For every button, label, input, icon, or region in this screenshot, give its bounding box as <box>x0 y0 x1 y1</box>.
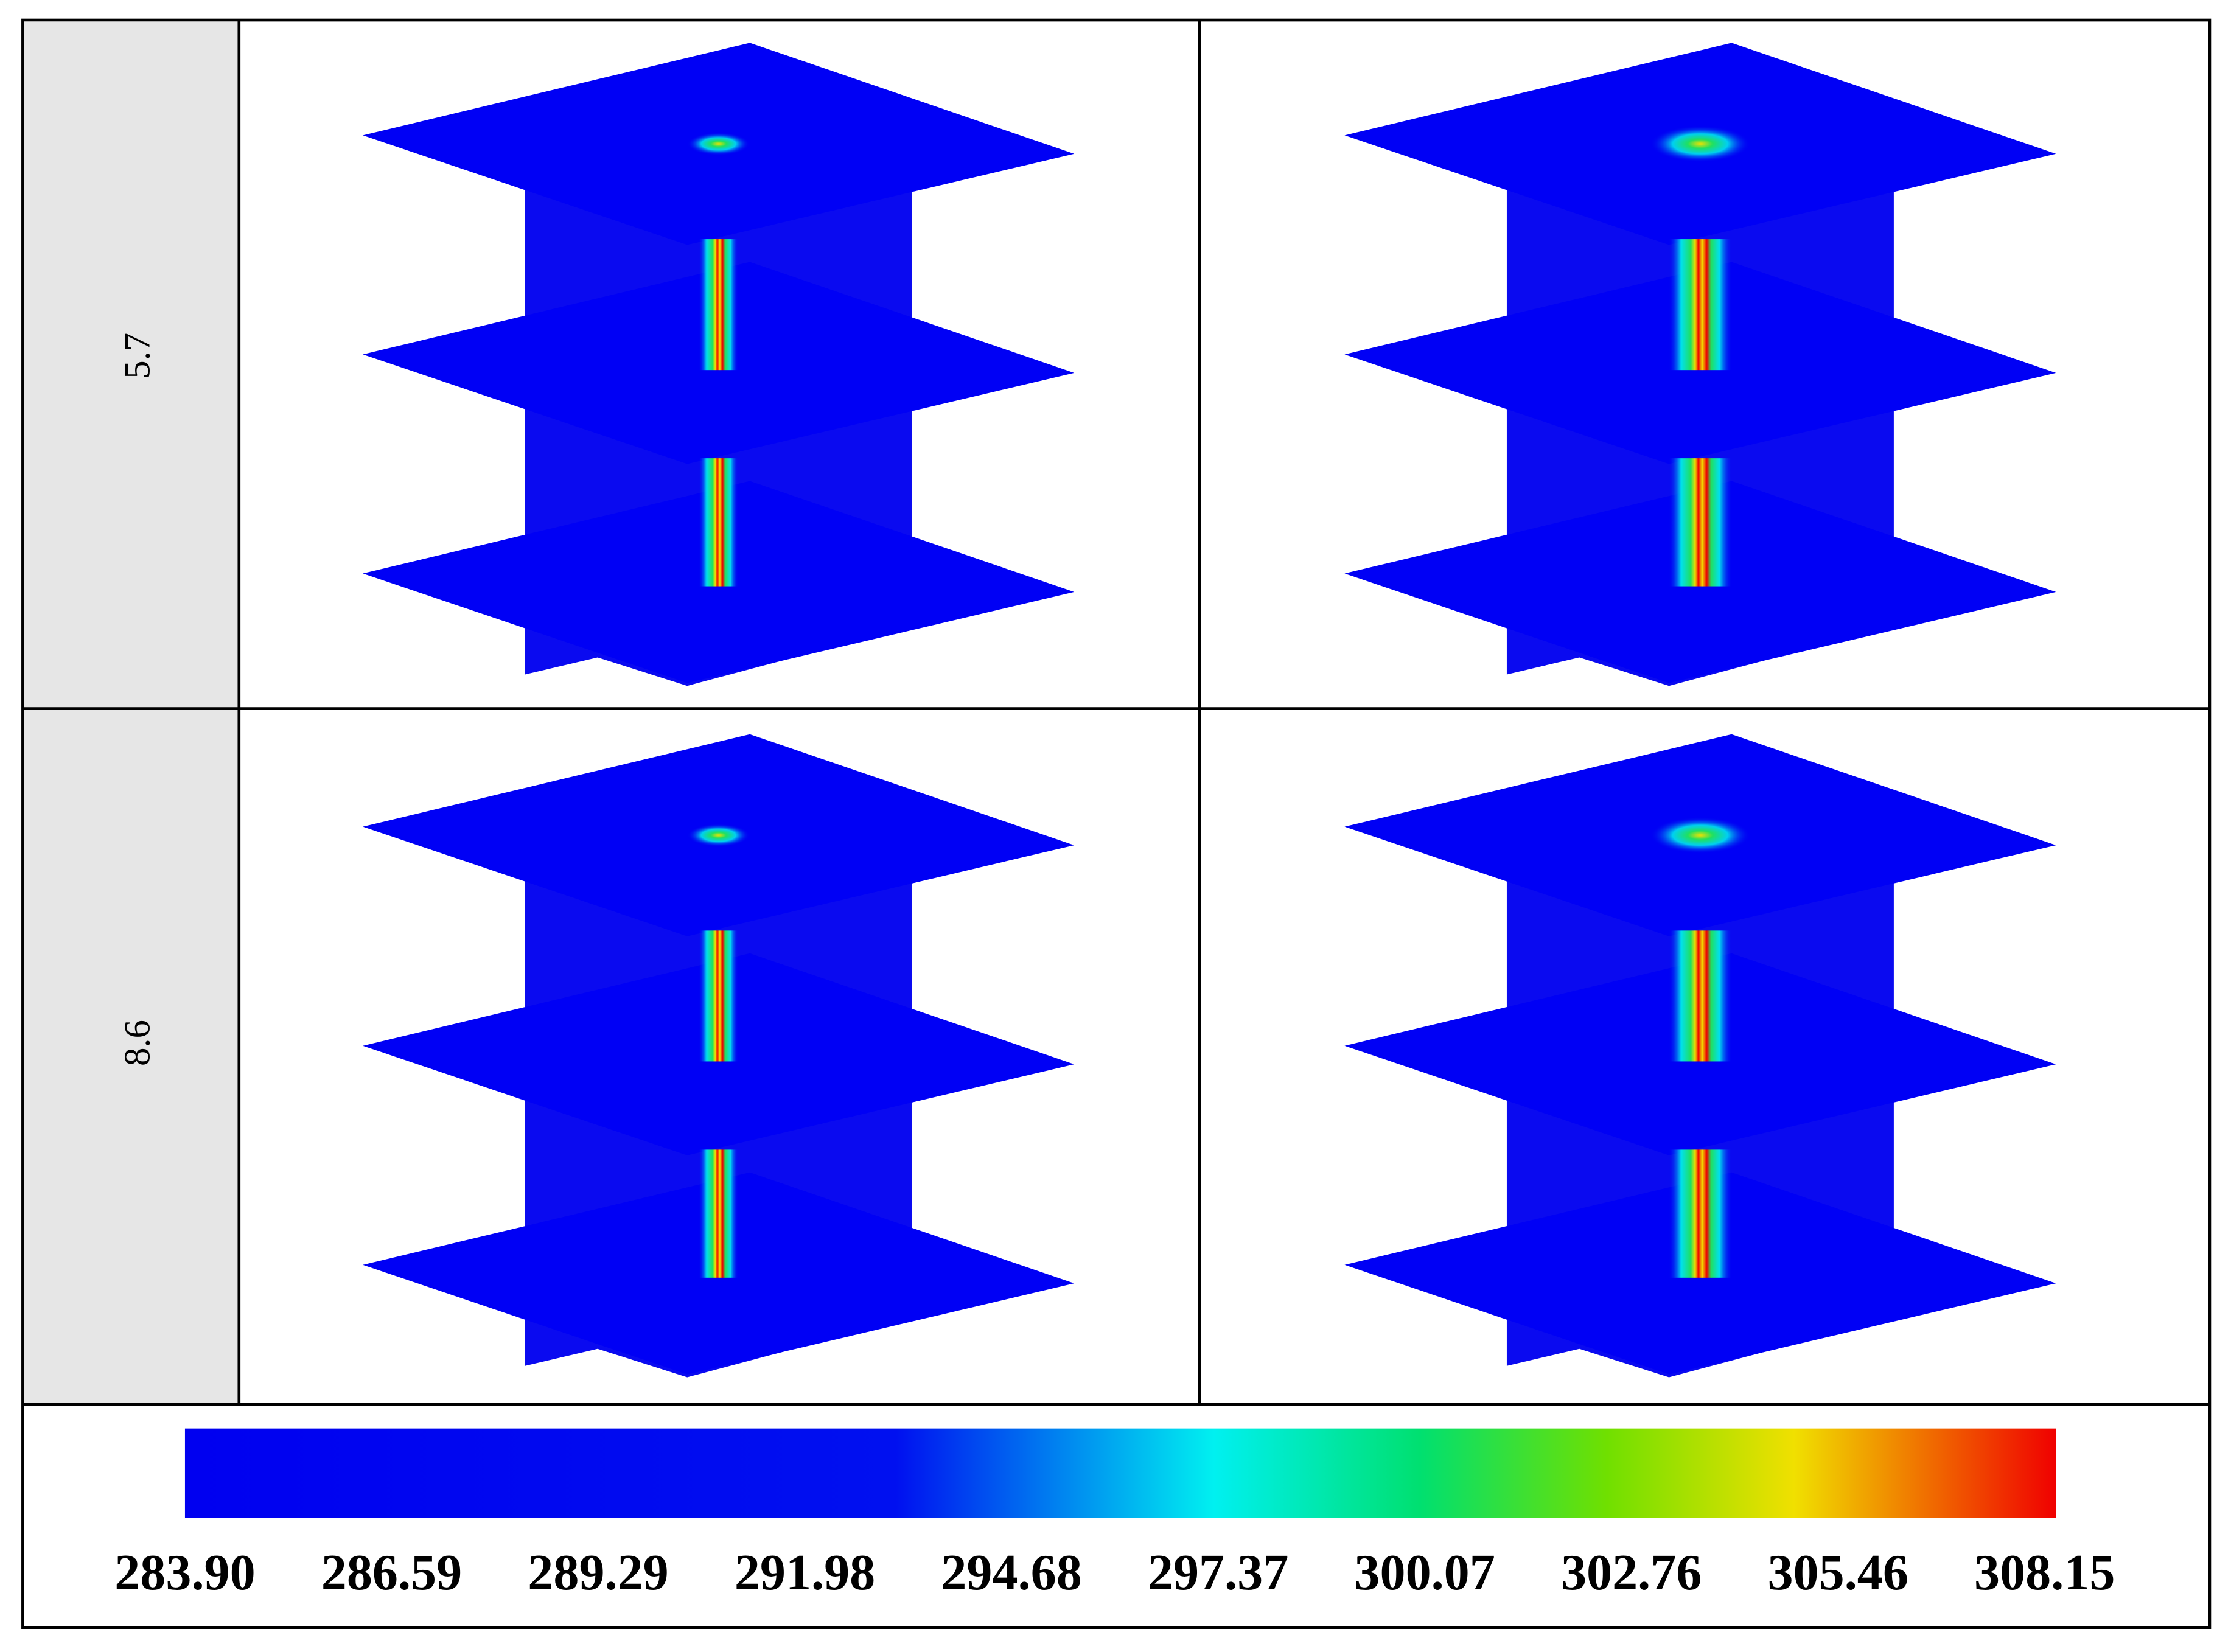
hot-strip <box>698 930 739 1062</box>
tick-label: 300.07 <box>1354 1544 1495 1601</box>
rendering <box>1344 43 2056 686</box>
tick-label: 286.59 <box>321 1544 462 1601</box>
tick-label: 289.29 <box>528 1544 668 1601</box>
rendering <box>363 734 1075 1378</box>
hot-spot <box>687 823 750 847</box>
tick-label: 297.37 <box>1148 1544 1288 1601</box>
tick-label: 302.76 <box>1561 1544 1702 1601</box>
tick-label: 291.98 <box>735 1544 875 1601</box>
hot-strip <box>1668 1149 1733 1278</box>
panels <box>363 43 2056 1378</box>
row-label: 5.7 <box>117 333 158 379</box>
hot-spot <box>1650 125 1751 162</box>
tick-label: 294.68 <box>941 1544 1081 1601</box>
hot-strip <box>1668 930 1733 1062</box>
hot-strip <box>1668 239 1733 371</box>
tick-label: 305.46 <box>1767 1544 1908 1601</box>
hot-strip <box>698 1149 739 1278</box>
tick-label: 308.15 <box>1974 1544 2115 1601</box>
tick-label: 283.90 <box>114 1544 255 1601</box>
row-label: 8.6 <box>117 1020 158 1066</box>
colorbar <box>184 1428 2056 1518</box>
hot-strip <box>1668 458 1733 587</box>
label-column <box>24 21 239 1403</box>
hot-spot <box>687 132 750 156</box>
hot-strip <box>698 239 739 371</box>
hot-spot <box>1650 817 1751 854</box>
colorbar-ticks: 283.90 286.59 289.29 291.98 294.68 297.37 300.… <box>114 1544 2115 1601</box>
rendering <box>363 43 1075 686</box>
hot-strip <box>698 458 739 587</box>
rendering <box>1344 734 2056 1378</box>
